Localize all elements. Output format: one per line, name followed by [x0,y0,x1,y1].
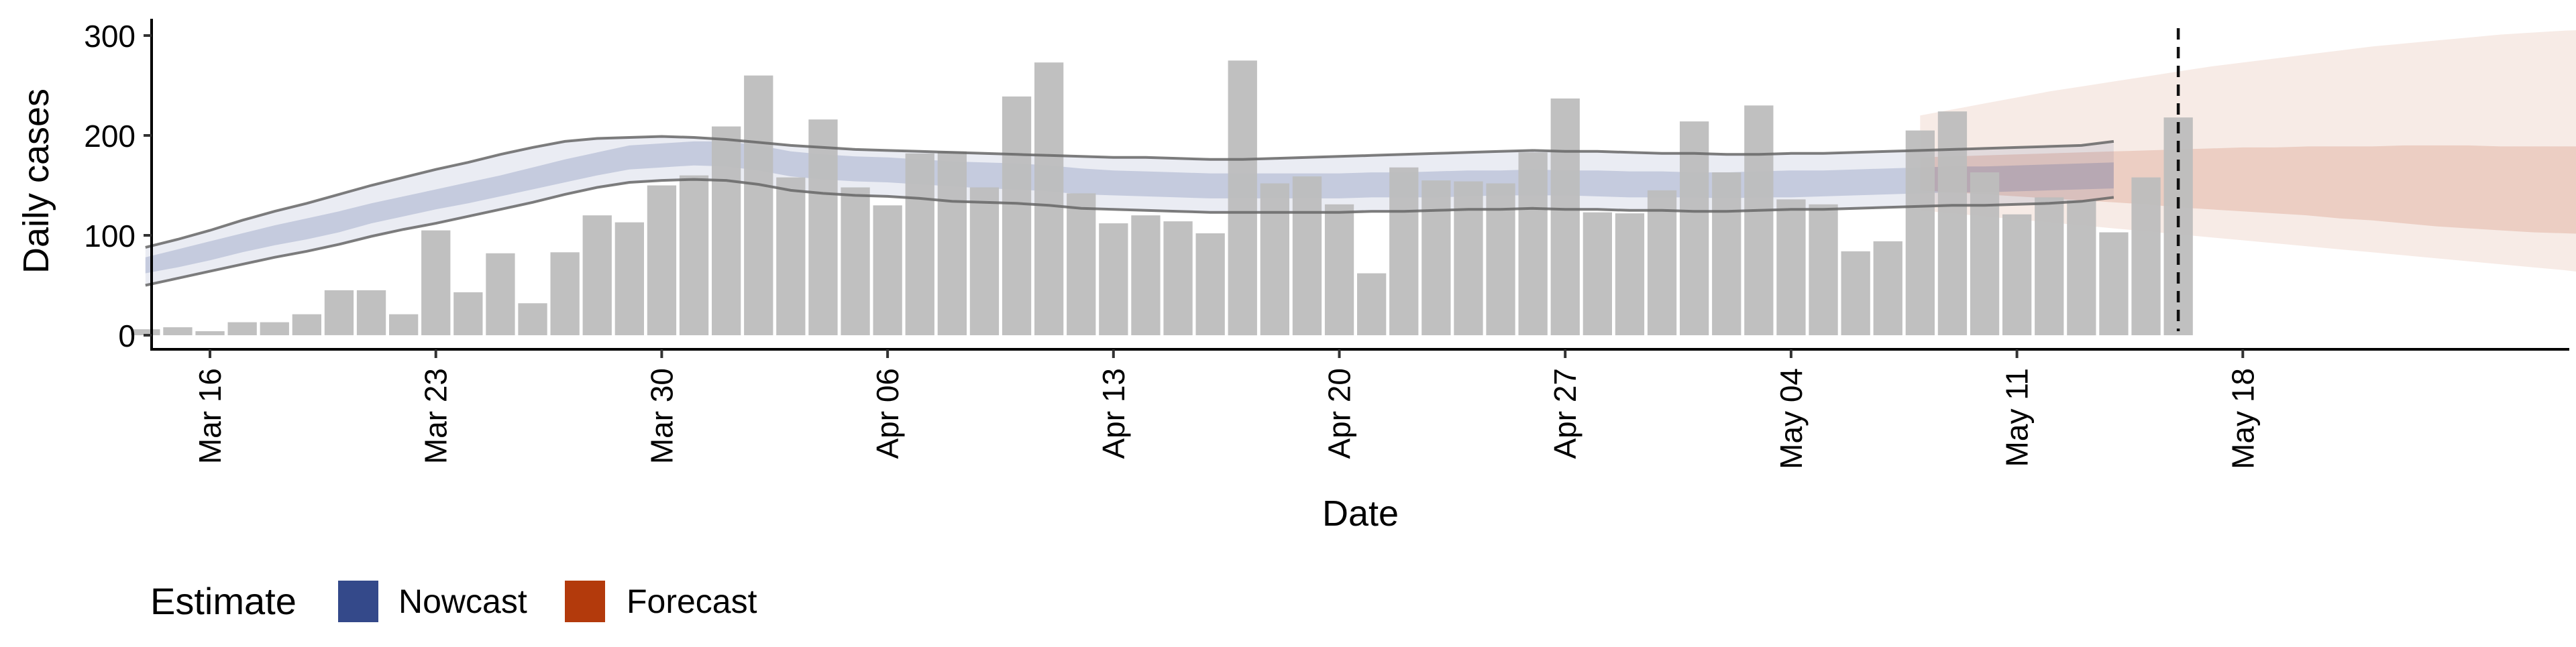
y-tick-label: 100 [84,219,136,253]
nowcast-upper-line [145,135,2114,249]
case-bar [1292,176,1322,335]
case-bar [1228,60,1257,336]
case-bar [421,230,451,335]
nowcast-inner-band [145,141,2114,274]
case-bar [776,177,806,335]
case-bar [1389,167,1419,335]
legend: Estimate Nowcast Forecast [150,580,757,622]
case-bar [131,329,160,335]
case-bar [518,303,547,335]
y-axis-title: Daily cases [16,89,56,274]
case-bar [841,187,870,335]
y-tick-label: 300 [84,19,136,54]
case-bar [195,331,225,335]
case-bar [1486,183,1515,335]
case-bar [1647,190,1677,335]
case-bar [1680,121,1709,335]
case-bar [1937,111,1968,335]
y-tick-label: 200 [84,119,136,154]
x-tick-label: Mar 16 [193,368,227,464]
x-tick-label: Mar 23 [419,368,453,464]
legend-label-forecast: Forecast [627,583,757,620]
case-bar [1357,273,1387,335]
forecast-inner-band [1920,145,2576,234]
x-tick-label: Apr 20 [1322,368,1357,459]
case-bar [260,322,289,335]
case-bar [1099,223,1128,335]
y-tick-label: 0 [118,318,136,353]
case-bar [2131,177,2161,335]
case-bar [1550,98,1580,335]
case-bar [2002,214,2032,335]
case-bar [227,322,257,335]
lines-layer [145,28,2180,331]
legend-title: Estimate [150,580,297,622]
case-bar [712,126,741,335]
nowcast-outer-band [145,136,2114,286]
case-bar [1615,213,1645,335]
x-tick-label: May 18 [2225,368,2260,469]
case-bar [808,119,838,335]
axes-layer: 0 100 200 300 Mar 16 Mar 23 Mar 30 Apr 06 Apr 13… [84,19,2569,469]
case-bar [1841,251,1870,335]
case-bar [1712,172,1741,335]
case-bar [356,290,386,335]
case-bar [1905,130,1935,335]
case-bar [292,314,321,335]
case-bar [1809,204,1838,335]
case-bar [453,292,483,335]
nowcast-lower-line [145,178,2114,287]
case-bar [1163,221,1193,335]
case-bar [486,253,515,335]
case-bar [679,175,709,335]
case-bar [1744,105,1774,336]
case-bar [389,314,419,335]
case-bar [969,187,1000,335]
case-bar [647,185,677,335]
x-tick-label: May 11 [2000,368,2035,467]
x-tick-label: Apr 13 [1096,368,1131,459]
case-bar [1195,233,1225,335]
legend-swatch-forecast [565,581,605,622]
case-bar [582,215,612,335]
case-bar [614,222,644,335]
case-bar [550,252,580,335]
case-bar [873,205,902,335]
x-tick-label: Apr 06 [870,368,905,459]
case-bar [1034,62,1064,335]
case-bar [1260,183,1289,335]
case-bar [1582,212,1612,335]
case-bar [1873,241,1902,335]
case-bar [2035,197,2064,335]
x-tick-label: Apr 27 [1548,368,1582,459]
case-bar [1131,215,1161,335]
x-axis-title: Date [1322,493,1399,534]
case-bar [1518,152,1548,336]
legend-label-nowcast: Nowcast [398,583,527,620]
x-tick-label: May 04 [1774,368,1809,469]
case-bar [324,290,354,335]
case-bar [905,153,934,336]
case-bar [1970,172,2000,335]
case-bar [744,75,773,335]
case-bar [1776,199,1806,335]
case-bar [1421,180,1451,335]
case-bar [1002,96,1032,335]
x-tick-label: Mar 30 [644,368,679,464]
case-bar [2067,200,2096,336]
case-bar [1067,193,1096,335]
case-bar [2099,232,2129,335]
case-bar [163,327,193,335]
case-bar [937,151,967,336]
case-bar [1454,181,1483,335]
case-bar [1324,204,1354,335]
legend-swatch-nowcast [338,581,378,622]
